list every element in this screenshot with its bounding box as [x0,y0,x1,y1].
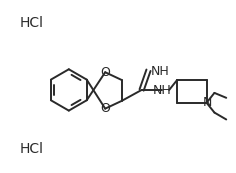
Text: NH: NH [153,84,172,97]
Text: HCl: HCl [20,16,44,30]
Text: O: O [100,66,110,79]
Text: O: O [100,102,110,115]
Text: HCl: HCl [20,142,44,156]
Text: NH: NH [151,65,169,78]
Text: N: N [203,96,212,109]
